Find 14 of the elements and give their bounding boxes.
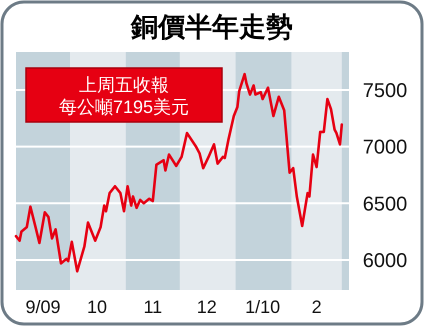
x-tick-label: 2 (312, 297, 322, 317)
x-tick-label: 11 (143, 297, 162, 317)
x-tick-label: 1/10 (245, 297, 280, 317)
y-tick-label: 7500 (362, 80, 408, 102)
x-tick-label: 12 (196, 297, 217, 317)
y-tick-label: 6000 (362, 250, 408, 272)
annotation: 上周五收報 (79, 75, 169, 95)
line-series (14, 72, 344, 273)
x-tick-label: 9/09 (25, 297, 61, 317)
annotation: 每公噸7195美元 (58, 97, 190, 117)
y-tick-label: 7000 (362, 136, 408, 159)
chart-title: 銅價半年走勢 (130, 12, 293, 42)
y-tick-label: 6500 (362, 193, 408, 216)
x-tick-label: 10 (86, 297, 108, 317)
